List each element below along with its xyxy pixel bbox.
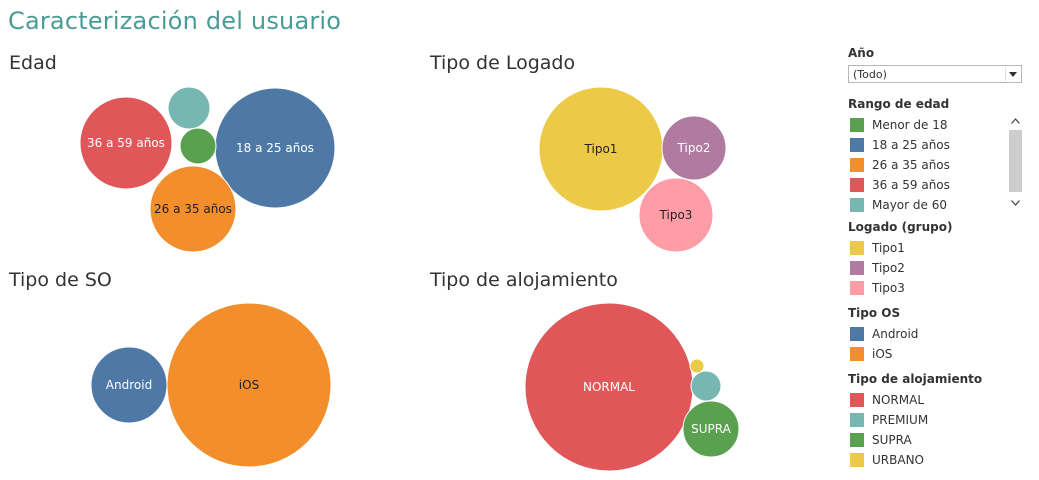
legend-scrollbar[interactable] [1008, 114, 1023, 211]
legend-label: PREMIUM [872, 413, 929, 427]
legend-swatch [850, 393, 864, 407]
bubble-label: SUPRA [691, 422, 731, 436]
legend-swatch [850, 327, 864, 341]
legend-label: 18 a 25 años [872, 138, 950, 152]
legend-item[interactable]: Tipo3 [850, 280, 905, 296]
legend-item[interactable]: SUPRA [850, 432, 912, 448]
bubble-mayor-de-60[interactable] [167, 86, 211, 130]
chevron-down-icon[interactable] [1008, 196, 1023, 210]
year-select[interactable]: (Todo) [848, 65, 1022, 83]
chevron-up-icon[interactable] [1008, 114, 1023, 128]
chart-title-so: Tipo de SO [9, 269, 112, 291]
legend-label: 36 a 59 años [872, 178, 950, 192]
legend-swatch [850, 413, 864, 427]
chart-title-logado: Tipo de Logado [430, 52, 576, 74]
year-filter-label: Año [848, 46, 875, 60]
legend-title-edad: Rango de edad [848, 97, 950, 111]
page-title: Caracterización del usuario [8, 7, 342, 35]
legend-title-os: Tipo OS [848, 306, 901, 320]
legend-label: Android [872, 327, 919, 341]
legend-label: iOS [872, 347, 893, 361]
legend-swatch [850, 347, 864, 361]
bubble-menor-de-18[interactable] [179, 127, 217, 165]
legend-item[interactable]: NORMAL [850, 392, 924, 408]
legend-item[interactable]: Tipo1 [850, 240, 905, 256]
legend-swatch [850, 118, 864, 132]
bubble-label: iOS [239, 378, 259, 392]
bubble-tipo2[interactable] [661, 115, 727, 181]
bubble-label: Tipo1 [584, 142, 618, 156]
bubble-36-a-59-a-os[interactable] [79, 96, 173, 190]
bubble-label: 18 a 25 años [236, 141, 314, 155]
bubble-26-a-35-a-os[interactable] [149, 165, 237, 253]
legend-label: Tipo1 [872, 241, 905, 255]
legend-label: SUPRA [872, 433, 912, 447]
legend-swatch [850, 241, 864, 255]
bubble-label: NORMAL [583, 380, 635, 394]
chevron-down-icon[interactable] [1005, 67, 1020, 81]
chart-edad: 18 a 25 años 36 a 59 años 26 a 35 años [79, 86, 336, 253]
legend-item[interactable]: iOS [850, 346, 892, 362]
legend-label: Tipo2 [872, 261, 905, 275]
legend-title-logado: Logado (grupo) [848, 220, 953, 234]
bubble-premium[interactable] [690, 370, 722, 402]
chart-title-edad: Edad [9, 52, 57, 74]
legend-item[interactable]: Android [850, 326, 918, 342]
legend-swatch [850, 261, 864, 275]
bubble-label: Android [106, 378, 152, 392]
legend-label: URBANO [872, 453, 924, 467]
scroll-thumb[interactable] [1009, 130, 1022, 192]
legend-swatch [850, 281, 864, 295]
legend-item[interactable]: 18 a 25 años [850, 137, 950, 153]
legend-item[interactable]: Mayor de 60 [850, 197, 947, 213]
bubble-label: 26 a 35 años [154, 202, 232, 216]
legend-swatch [850, 198, 864, 212]
chart-alojamiento: NORMAL SUPRA [524, 302, 740, 472]
legend-label: Mayor de 60 [872, 198, 947, 212]
legend-item[interactable]: Menor de 18 [850, 117, 948, 133]
legend-swatch [850, 158, 864, 172]
bubble-label: 36 a 59 años [87, 136, 165, 150]
legend-item[interactable]: URBANO [850, 452, 924, 468]
legend-label: Menor de 18 [872, 118, 948, 132]
bubble-supra[interactable] [682, 400, 740, 458]
bubble-urbano[interactable] [689, 358, 705, 374]
legend-label: Tipo3 [872, 281, 905, 295]
legend-label: NORMAL [872, 393, 925, 407]
chart-title-alojamiento: Tipo de alojamiento [430, 269, 618, 291]
bubble-label: Tipo3 [659, 208, 693, 222]
year-select-value: (Todo) [853, 68, 887, 81]
sidebar: Año (Todo) Rango de edad Menor de 18 18 … [848, 0, 1033, 480]
legend-item[interactable]: Tipo2 [850, 260, 905, 276]
legend-swatch [850, 178, 864, 192]
legend-title-alojamiento: Tipo de alojamiento [848, 372, 983, 386]
legend-swatch [850, 453, 864, 467]
legend-label: 26 a 35 años [872, 158, 950, 172]
bubble-label: Tipo2 [677, 141, 711, 155]
chart-so: Android iOS [90, 302, 332, 468]
bubble-tipo3[interactable] [638, 177, 714, 253]
chart-logado: Tipo1 Tipo2 Tipo3 [538, 86, 727, 253]
legend-item[interactable]: 36 a 59 años [850, 177, 950, 193]
legend-item[interactable]: PREMIUM [850, 412, 928, 428]
legend-item[interactable]: 26 a 35 años [850, 157, 950, 173]
legend-swatch [850, 433, 864, 447]
bubble-ios[interactable] [166, 302, 332, 468]
legend-swatch [850, 138, 864, 152]
